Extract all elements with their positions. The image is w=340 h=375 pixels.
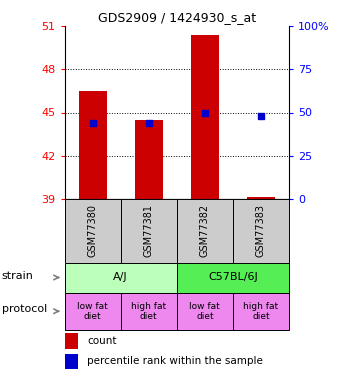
Text: GSM77380: GSM77380 [88,204,98,257]
Text: high fat
diet: high fat diet [131,302,166,321]
Point [146,120,151,126]
Text: low fat
diet: low fat diet [189,302,220,321]
Bar [247,196,275,199]
Text: GSM77382: GSM77382 [200,204,210,257]
Bar [177,262,289,292]
Bar [121,292,177,330]
Bar [79,91,107,199]
Title: GDS2909 / 1424930_s_at: GDS2909 / 1424930_s_at [98,11,256,24]
Bar [177,292,233,330]
Text: A/J: A/J [113,273,128,282]
Bar [65,199,121,262]
Text: count: count [87,336,117,346]
Point [90,120,95,126]
Bar [65,262,177,292]
Bar [191,35,219,199]
Text: high fat
diet: high fat diet [243,302,278,321]
Text: low fat
diet: low fat diet [77,302,108,321]
Text: percentile rank within the sample: percentile rank within the sample [87,356,263,366]
Bar [177,199,233,262]
Bar [121,199,177,262]
Bar [65,292,121,330]
Text: C57BL/6J: C57BL/6J [208,273,258,282]
Text: GSM77381: GSM77381 [144,204,154,257]
Text: protocol: protocol [2,304,47,314]
Point [258,113,264,119]
Bar [233,199,289,262]
Bar [135,120,163,199]
Text: GSM77383: GSM77383 [256,204,266,257]
Bar [65,354,78,369]
Bar [233,292,289,330]
Text: strain: strain [2,271,34,280]
Point [202,110,207,116]
Bar [65,333,78,349]
